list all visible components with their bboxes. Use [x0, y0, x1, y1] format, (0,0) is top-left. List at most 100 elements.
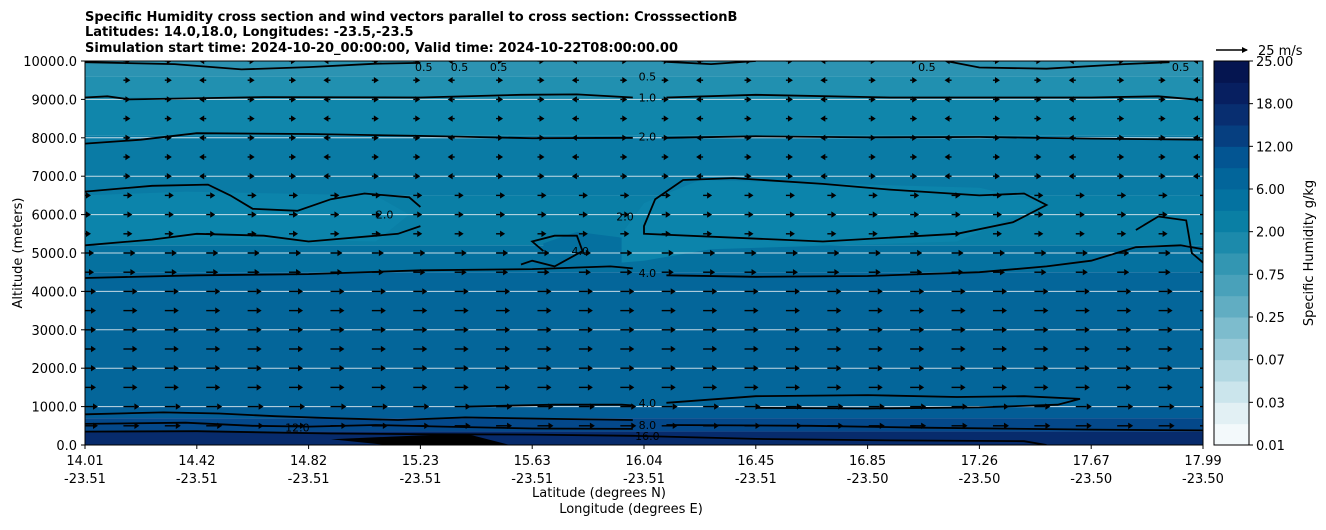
y-tick-label-2: 2000.0 — [32, 362, 78, 377]
wind-vector-head-11-2 — [168, 211, 174, 218]
wind-vector-head-15-7 — [373, 134, 379, 141]
wind-vector-head-5-12 — [587, 326, 593, 333]
wind-vector-head-2-27 — [1209, 384, 1214, 390]
wind-vector-head-8-18 — [834, 269, 840, 276]
wind-vector-head-4-21 — [960, 345, 966, 353]
colorbar-segment-13 — [1214, 146, 1249, 169]
wind-vector-head-14-27 — [1193, 153, 1198, 161]
wind-vector-head-5-15 — [712, 326, 718, 333]
wind-vector-head-8-14 — [668, 269, 674, 276]
wind-vector-head-5-17 — [794, 326, 800, 333]
wind-vector-head-5-27 — [1209, 327, 1214, 333]
wind-vector-head-4-11 — [546, 345, 552, 353]
wind-vector-head-13-15 — [696, 173, 702, 180]
wind-vector-head-1-8 — [424, 403, 430, 410]
wind-vector-head-14-0 — [75, 154, 80, 160]
wind-vector-head-3-20 — [919, 365, 925, 372]
wind-vector-head-12-0 — [86, 192, 91, 199]
wind-vector-head-5-26 — [1167, 326, 1173, 333]
wind-vector-head-4-23 — [1043, 345, 1049, 353]
wind-vector-head-13-2 — [166, 173, 172, 180]
wind-vector-head-11-25 — [1121, 211, 1127, 218]
wind-vector-head-6-21 — [960, 307, 966, 314]
wind-vector-head-8-0 — [89, 269, 94, 276]
wind-vector-head-9-3 — [213, 249, 219, 257]
wind-vector-head-9-17 — [792, 249, 798, 257]
wind-vector-head-18-13 — [622, 77, 628, 84]
wind-vector-head-7-27 — [1209, 288, 1214, 294]
colorbar-segment-2 — [1214, 381, 1249, 403]
contour-label-2: 0.5 — [490, 61, 508, 74]
wind-vector-head-14-10 — [498, 153, 504, 161]
wind-vector-head-7-8 — [422, 288, 428, 295]
wind-vector-head-0-14 — [672, 422, 678, 429]
x-tick-label-lat-0: 14.01 — [66, 454, 103, 469]
wind-vector-head-8-6 — [337, 269, 343, 276]
wind-vector-head-18-14 — [663, 77, 669, 84]
wind-vector-head-10-0 — [86, 230, 91, 237]
wind-vector-head-3-27 — [1209, 365, 1214, 371]
wind-vector-head-17-2 — [166, 96, 172, 103]
wind-vector-head-10-16 — [748, 230, 754, 237]
wind-vector-head-1-13 — [631, 403, 637, 410]
wind-vector-head-3-6 — [339, 365, 345, 372]
wind-vector-head-11-14 — [665, 211, 671, 218]
wind-vector-head-2-5 — [298, 384, 304, 391]
chart-title: Specific Humidity cross section and wind… — [85, 10, 737, 56]
wind-vector-head-2-17 — [794, 384, 800, 391]
colorbar-label: Specific Humidity g/kg — [1302, 180, 1317, 326]
wind-vector-head-2-8 — [422, 384, 428, 391]
colorbar-segment-12 — [1214, 167, 1249, 190]
x-tick-label-lat-1: 14.42 — [178, 454, 215, 469]
wind-vector-head-11-13 — [624, 211, 630, 218]
wind-vector-head-12-23 — [1038, 192, 1044, 199]
wind-vector-head-14-21 — [944, 153, 950, 161]
wind-vector-head-2-22 — [1001, 384, 1007, 391]
wind-vector-head-12-20 — [914, 192, 920, 199]
wind-vector-head-14-7 — [373, 153, 379, 161]
wind-vector-head-5-6 — [339, 326, 345, 333]
wind-vector-head-15-27 — [1193, 134, 1198, 141]
wind-vector-head-13-6 — [323, 173, 329, 180]
wind-vector-head-3-22 — [1001, 365, 1007, 372]
wind-vector-head-7-24 — [1084, 288, 1090, 295]
wind-vector-head-8-27 — [1207, 269, 1212, 275]
wind-vector-head-1-4 — [258, 403, 264, 410]
colorbar-segment-6 — [1214, 295, 1249, 318]
wind-vector-head-17-12 — [571, 96, 577, 103]
colorbar-tick-label-2: 0.07 — [1256, 354, 1285, 369]
wind-vector-head-16-10 — [498, 115, 504, 122]
wind-vector-head-14-20 — [912, 153, 918, 161]
wind-vector-head-13-1 — [125, 173, 131, 180]
wind-vector-head-3-4 — [256, 365, 262, 372]
wind-vector-head-2-13 — [629, 384, 635, 391]
wind-vector-head-0-1 — [134, 422, 140, 429]
wind-vector-head-3-3 — [215, 365, 221, 372]
wind-vector-head-7-0 — [91, 288, 96, 295]
wind-vector-head-1-12 — [589, 403, 595, 410]
wind-vector-head-16-7 — [373, 115, 379, 122]
wind-vector-head-4-4 — [256, 345, 262, 353]
wind-vector-head-9-16 — [751, 249, 757, 257]
wind-vector-head-6-5 — [298, 307, 304, 314]
wind-vector-head-5-2 — [173, 326, 179, 333]
wind-vector-head-6-11 — [546, 307, 552, 314]
x-tick-label-lat-4: 15.63 — [514, 454, 551, 469]
contour-label-13: 12.0 — [285, 422, 310, 435]
wind-vector-head-15-13 — [622, 134, 628, 141]
wind-vector-head-10-4 — [251, 230, 257, 237]
wind-vector-head-6-24 — [1084, 307, 1090, 314]
wind-vector-head-3-21 — [960, 365, 966, 372]
moist-pocket-left — [85, 191, 410, 246]
wind-vector-head-12-11 — [541, 192, 547, 199]
wind-vector-head-15-25 — [1119, 134, 1125, 141]
colorbar-segment-15 — [1214, 103, 1249, 126]
wind-vector-head-18-18 — [820, 77, 826, 84]
wind-vector-head-10-19 — [872, 230, 878, 237]
x-tick-label-lon-7: -23.50 — [847, 472, 889, 487]
colorbar-segment-14 — [1214, 125, 1249, 147]
wind-vector-head-17-13 — [622, 96, 628, 103]
humidity-band-3 — [85, 135, 1203, 196]
wind-vector-head-4-10 — [505, 345, 511, 353]
wind-vector-head-14-13 — [622, 153, 628, 161]
